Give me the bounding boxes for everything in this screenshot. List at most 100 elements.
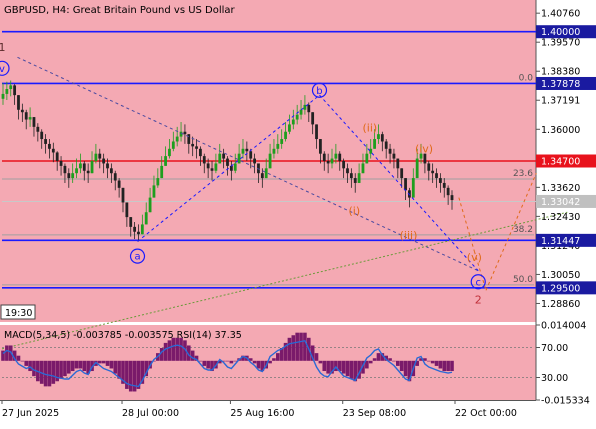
candle-body [299, 109, 303, 115]
candle-body [5, 89, 9, 94]
price-tick-label: 1.30050 [541, 270, 580, 281]
candle-body [404, 178, 407, 191]
macd-bar [252, 360, 257, 364]
macd-bar [183, 340, 187, 361]
candle-body [245, 148, 249, 152]
candle-body [90, 161, 94, 174]
macd-bar [303, 332, 307, 361]
indicator-tick-label: 30.00 [541, 373, 568, 384]
macd-bar [241, 355, 245, 361]
wave-label: 2 [475, 294, 482, 307]
price-tick-label: 1.39570 [541, 38, 580, 49]
wave-circle [470, 274, 486, 290]
candle-body [156, 178, 160, 186]
candle-body [322, 153, 326, 161]
macd-bar [217, 360, 222, 364]
time-tick-label: 25 Aug 16:00 [230, 408, 294, 419]
fib-level-label: 38.2 [513, 225, 533, 235]
axis-layer: 1.407601.395701.383801.371911.360001.348… [1, 9, 596, 419]
candle-body [423, 153, 427, 164]
candle-body [106, 163, 109, 169]
macd-bar [109, 360, 114, 369]
macd-bar [248, 358, 253, 361]
macd-bar [16, 355, 21, 361]
candle-body [349, 173, 353, 179]
candle-body [168, 148, 171, 157]
candle-body [291, 119, 295, 125]
macd-bar [295, 332, 299, 361]
candle-body [388, 148, 392, 154]
level-price-label: 1.31447 [541, 236, 580, 247]
candle-body [237, 153, 241, 164]
time-tick-label: 27 Jun 2025 [2, 408, 59, 419]
macd-bar [221, 360, 226, 362]
macd-bar [357, 360, 361, 379]
macd-bar [376, 353, 381, 361]
macd-bar [140, 360, 145, 384]
macd-bar [368, 360, 373, 364]
macd-bar [260, 360, 265, 372]
macd-bar [438, 360, 443, 369]
level-price-label: 1.37878 [541, 79, 580, 90]
price-tick-label: 1.40760 [541, 9, 580, 20]
macd-bar [353, 360, 358, 382]
macd-bar [341, 360, 346, 374]
level-price-label: 1.29500 [541, 283, 580, 294]
macd-bar [152, 360, 156, 362]
macd-bar [372, 358, 377, 361]
macd-bar [171, 337, 176, 361]
macd-bar [365, 360, 369, 369]
candle-body [17, 95, 20, 110]
macd-bar [101, 360, 106, 364]
fib-level-label: 0.0 [519, 73, 534, 83]
candle-body [137, 231, 140, 235]
price-tick-label: 1.36000 [541, 125, 580, 136]
candle-body [315, 124, 318, 140]
indicator-layer [1, 332, 534, 392]
macd-bar [179, 337, 183, 361]
candle-body [24, 112, 28, 120]
candle-body [295, 114, 299, 120]
level-price-tag [536, 25, 596, 39]
support-trend-line [1, 211, 568, 350]
candle-body [175, 136, 179, 142]
candle-body [71, 173, 75, 179]
macd-bar [117, 360, 121, 379]
candle-body [338, 153, 342, 161]
candle-body [36, 126, 40, 132]
candle-body [164, 156, 167, 166]
macd-bar [423, 358, 427, 361]
macd-bar [190, 350, 195, 361]
macd-bar [330, 360, 334, 374]
macd-bar [63, 360, 67, 377]
candle-body [419, 153, 423, 159]
macd-bar [202, 360, 207, 366]
macd-bar [415, 360, 419, 366]
candle-body [51, 148, 55, 153]
candle-body [1, 93, 5, 99]
macd-bar [47, 360, 52, 387]
macd-bar [229, 360, 234, 364]
candle-body [28, 117, 32, 120]
candle-body [307, 104, 311, 113]
level-price-label: 1.34700 [541, 157, 580, 168]
candle-body [94, 153, 98, 161]
wave-circle [311, 82, 328, 98]
time-tick-label: 22 Oct 00:00 [455, 408, 517, 419]
candle-body [102, 158, 106, 164]
candle-body [183, 131, 187, 135]
wave-label: (iii) [400, 229, 418, 242]
candle-body [125, 202, 129, 218]
candle-body [206, 163, 210, 169]
macd-bar [59, 360, 63, 379]
candle-body [311, 112, 315, 125]
macd-bar [299, 332, 303, 361]
candle-body [20, 109, 24, 113]
wave-circle [129, 248, 146, 264]
macd-bar [163, 342, 168, 361]
macd-bar [105, 360, 110, 366]
candle-body [373, 139, 376, 149]
candle-body [222, 153, 226, 159]
macd-bar [86, 360, 90, 374]
